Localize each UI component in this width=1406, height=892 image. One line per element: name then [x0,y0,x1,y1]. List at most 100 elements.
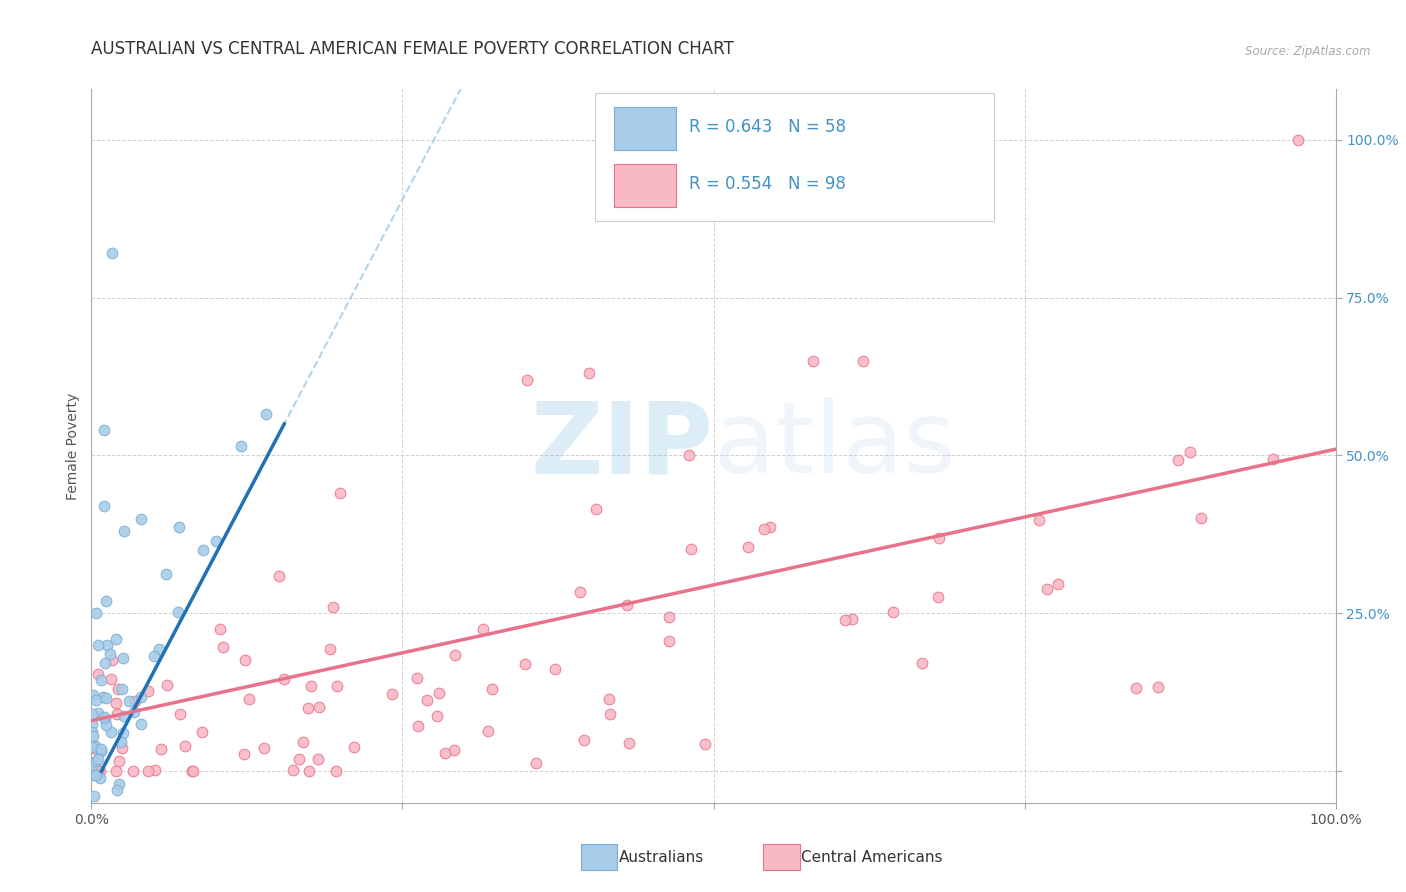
Point [108,754,131,768]
Point [427,686,450,700]
Point [86,693,108,707]
Point [426,708,449,723]
Point [834,613,856,627]
Point [100,725,122,739]
Point [616,598,638,612]
Point [292,735,315,749]
Point [94,656,117,670]
Point [193,542,215,557]
Point [406,719,429,733]
Point [801,353,824,368]
Point [433,746,456,760]
Point [693,737,716,751]
Point [94,717,117,731]
Point [82,740,104,755]
Point [1286,133,1309,147]
Point [87,638,110,652]
Point [101,246,124,260]
Point [617,736,640,750]
FancyBboxPatch shape [595,93,994,221]
Point [569,584,592,599]
Point [232,747,254,762]
Point [1167,453,1189,467]
Point [928,531,950,545]
Point [481,682,503,697]
Point [211,640,233,654]
Point [107,777,129,791]
Point [105,783,128,797]
Point [124,694,146,708]
Point [513,657,536,671]
Point [191,725,214,739]
Point [253,740,276,755]
Point [737,540,759,554]
Point [183,764,205,779]
Point [100,672,122,686]
Point [578,367,600,381]
Point [93,499,115,513]
Point [598,692,620,706]
Point [572,733,595,747]
Point [96,593,118,607]
Point [406,671,429,685]
Point [83,764,105,779]
Point [167,605,190,619]
Point [471,622,494,636]
Point [129,717,152,731]
Point [100,653,122,667]
Point [118,694,141,708]
Point [80,707,103,722]
Point [288,752,311,766]
Point [416,693,439,707]
Point [516,373,538,387]
Point [281,763,304,777]
Text: atlas: atlas [713,398,955,494]
Point [84,768,107,782]
Point [524,756,547,770]
Point [658,633,681,648]
Text: R = 0.643   N = 58: R = 0.643 N = 58 [689,118,845,136]
Y-axis label: Female Poverty: Female Poverty [66,392,80,500]
Point [82,717,104,731]
Point [87,706,110,721]
Point [86,752,108,766]
Point [80,758,103,772]
Point [1036,582,1059,596]
Point [87,764,110,779]
Point [93,690,115,704]
Point [93,423,115,437]
Point [319,642,342,657]
Point [1028,513,1050,527]
Point [84,607,107,621]
Point [150,741,173,756]
Point [82,768,104,782]
Point [83,739,105,754]
Point [105,764,128,779]
Point [82,738,104,752]
Point [754,522,776,536]
Point [585,502,607,516]
Point [679,541,702,556]
Point [254,407,277,421]
Point [882,605,904,619]
Point [80,724,103,739]
Point [84,754,107,768]
Point [136,684,159,698]
Point [267,569,290,583]
Text: ZIP: ZIP [530,398,713,494]
Point [322,600,344,615]
Point [678,449,700,463]
Text: Australians: Australians [619,850,704,864]
Point [89,771,111,785]
Point [89,764,111,779]
Point [105,707,128,722]
Point [174,739,197,753]
Point [104,696,127,710]
Point [90,673,112,687]
Point [83,789,105,804]
Point [167,520,190,534]
Point [122,705,145,719]
Point [112,524,135,539]
Point [90,744,112,758]
Point [308,699,330,714]
